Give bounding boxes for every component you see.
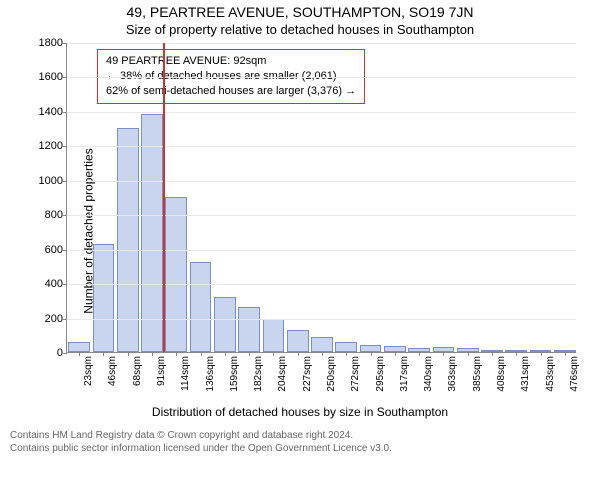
- x-tick-label: 385sqm: [472, 356, 483, 392]
- y-tick-mark: [63, 284, 67, 285]
- y-tick-mark: [63, 112, 67, 113]
- y-tick-mark: [63, 250, 67, 251]
- x-tick-mark: [541, 352, 542, 356]
- x-tick-mark: [103, 352, 104, 356]
- y-tick-label: 1800: [23, 37, 63, 49]
- histogram-bar: [263, 319, 285, 352]
- grid-line: [67, 43, 576, 44]
- x-tick-mark: [516, 352, 517, 356]
- grid-line: [67, 215, 576, 216]
- histogram-bar: [335, 342, 357, 352]
- annotation-line: ← 38% of detached houses are smaller (2,…: [106, 69, 356, 84]
- x-tick-mark: [249, 352, 250, 356]
- histogram-bar: [68, 342, 90, 352]
- grid-line: [67, 250, 576, 251]
- y-tick-label: 1600: [23, 71, 63, 83]
- x-tick-label: 340sqm: [423, 356, 434, 392]
- x-tick-mark: [346, 352, 347, 356]
- histogram-bar: [141, 114, 163, 352]
- x-tick-label: 91sqm: [156, 356, 167, 386]
- grid-line: [67, 146, 576, 147]
- x-tick-mark: [565, 352, 566, 356]
- x-tick-label: 453sqm: [545, 356, 556, 392]
- x-tick-mark: [152, 352, 153, 356]
- y-tick-mark: [63, 319, 67, 320]
- y-tick-label: 600: [23, 244, 63, 256]
- footer: Contains HM Land Registry data © Crown c…: [10, 429, 590, 455]
- x-tick-label: 317sqm: [399, 356, 410, 392]
- x-tick-mark: [468, 352, 469, 356]
- x-ticks-layer: 23sqm 46sqm 68sqm 91sqm 114sqm 136sqm 159sqm 18…: [67, 352, 576, 412]
- annotation-box: 49 PEARTREE AVENUE: 92sqm ← 38% of detac…: [97, 49, 365, 104]
- histogram-bar: [287, 330, 309, 352]
- x-tick-label: 159sqm: [229, 356, 240, 392]
- x-tick-mark: [492, 352, 493, 356]
- grid-line: [67, 112, 576, 113]
- x-tick-label: 204sqm: [277, 356, 288, 392]
- x-tick-mark: [322, 352, 323, 356]
- x-tick-label: 295sqm: [375, 356, 386, 392]
- histogram-bar: [311, 337, 333, 353]
- x-tick-mark: [419, 352, 420, 356]
- x-tick-mark: [225, 352, 226, 356]
- x-tick-mark: [443, 352, 444, 356]
- x-tick-mark: [395, 352, 396, 356]
- x-tick-label: 68sqm: [132, 356, 143, 386]
- histogram-bar: [214, 297, 236, 352]
- histogram-bar: [93, 244, 115, 353]
- x-tick-label: 272sqm: [350, 356, 361, 392]
- x-tick-label: 114sqm: [180, 356, 191, 391]
- x-tick-label: 23sqm: [83, 356, 94, 386]
- x-tick-mark: [298, 352, 299, 356]
- footer-line: Contains public sector information licen…: [10, 442, 590, 455]
- marker-line: [163, 43, 165, 352]
- chart-container: Number of detached properties 49 PEARTRE…: [10, 43, 590, 419]
- x-tick-label: 250sqm: [326, 356, 337, 392]
- x-tick-mark: [371, 352, 372, 356]
- histogram-bar: [190, 262, 212, 352]
- footer-line: Contains HM Land Registry data © Crown c…: [10, 429, 590, 442]
- y-tick-mark: [63, 146, 67, 147]
- grid-line: [67, 319, 576, 320]
- x-tick-mark: [273, 352, 274, 356]
- grid-line: [67, 181, 576, 182]
- x-tick-mark: [128, 352, 129, 356]
- y-tick-label: 800: [23, 209, 63, 221]
- y-tick-label: 200: [23, 313, 63, 325]
- grid-line: [67, 284, 576, 285]
- plot-area: 49 PEARTREE AVENUE: 92sqm ← 38% of detac…: [66, 43, 576, 353]
- y-tick-mark: [63, 181, 67, 182]
- histogram-bar: [238, 307, 260, 352]
- grid-line: [67, 77, 576, 78]
- y-tick-mark: [63, 77, 67, 78]
- x-tick-label: 182sqm: [253, 356, 264, 392]
- y-tick-label: 0: [23, 347, 63, 359]
- histogram-bar: [360, 345, 382, 352]
- page-subtitle: Size of property relative to detached ho…: [0, 22, 600, 37]
- annotation-line: 62% of semi-detached houses are larger (…: [106, 84, 356, 99]
- x-tick-label: 227sqm: [302, 356, 313, 392]
- histogram-bar: [165, 197, 187, 352]
- page-title: 49, PEARTREE AVENUE, SOUTHAMPTON, SO19 7…: [0, 4, 600, 20]
- x-tick-mark: [176, 352, 177, 356]
- x-tick-mark: [201, 352, 202, 356]
- y-tick-label: 400: [23, 278, 63, 290]
- y-tick-mark: [63, 353, 67, 354]
- y-tick-label: 1200: [23, 140, 63, 152]
- y-tick-mark: [63, 215, 67, 216]
- x-tick-mark: [79, 352, 80, 356]
- y-tick-label: 1400: [23, 106, 63, 118]
- x-tick-label: 136sqm: [205, 356, 216, 392]
- x-tick-label: 363sqm: [447, 356, 458, 392]
- y-tick-mark: [63, 43, 67, 44]
- x-tick-label: 476sqm: [569, 356, 580, 392]
- x-tick-label: 431sqm: [520, 356, 531, 392]
- x-tick-label: 408sqm: [496, 356, 507, 392]
- annotation-line: 49 PEARTREE AVENUE: 92sqm: [106, 54, 356, 69]
- x-tick-label: 46sqm: [107, 356, 118, 386]
- y-tick-label: 1000: [23, 175, 63, 187]
